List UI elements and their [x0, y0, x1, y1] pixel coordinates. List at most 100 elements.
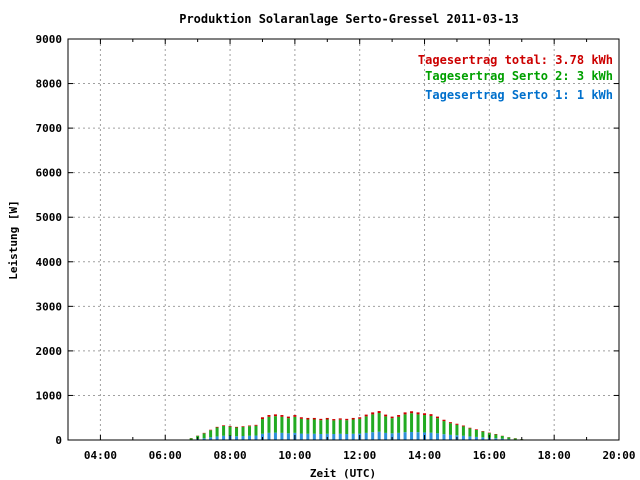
bar-serto2 — [248, 426, 252, 436]
bar-total — [222, 425, 226, 426]
x-tick-label: 20:00 — [602, 449, 635, 462]
bar-serto2 — [364, 416, 368, 433]
legend-label-total: Tagesertrag total: — [418, 53, 548, 67]
bar-serto1 — [319, 433, 323, 440]
bar-serto2 — [416, 414, 420, 433]
bars — [189, 411, 524, 440]
bar-serto1 — [286, 433, 290, 440]
y-tick-labels: 0 1000 2000 3000 4000 5000 6000 7000 8000 9000 — [36, 33, 63, 447]
bar-serto2 — [442, 421, 446, 435]
bar-serto1 — [299, 433, 303, 440]
bar-serto2 — [215, 427, 219, 437]
bar-total — [280, 415, 284, 417]
bar-serto1 — [442, 434, 446, 440]
bar-serto2 — [351, 419, 355, 434]
bar-total — [429, 414, 433, 416]
tick-marks — [67, 38, 620, 441]
bar-serto1 — [390, 433, 394, 440]
bar-serto1 — [254, 435, 258, 440]
bar-serto2 — [513, 438, 517, 440]
bar-serto1 — [338, 433, 342, 440]
y-tick-label: 0 — [55, 434, 62, 447]
legend-entry-serto1: Tagesertrag Serto 1: 1 kWh — [425, 88, 613, 102]
bar-serto1 — [351, 433, 355, 440]
bar-serto2 — [345, 420, 349, 434]
bar-serto1 — [280, 432, 284, 440]
bar-serto1 — [364, 432, 368, 440]
bar-serto2 — [293, 416, 297, 433]
bar-serto2 — [319, 420, 323, 434]
bar-serto2 — [235, 427, 239, 437]
chart-title: Produktion Solaranlage Serto-Gressel 201… — [179, 12, 519, 26]
bar-serto2 — [202, 433, 206, 439]
y-tick-label: 4000 — [36, 256, 63, 269]
bar-total — [260, 417, 264, 420]
bar-serto1 — [209, 437, 213, 440]
y-tick-label: 5000 — [36, 211, 63, 224]
bar-serto1 — [306, 433, 310, 440]
bar-total — [377, 411, 381, 414]
bar-total — [325, 417, 329, 420]
y-tick-label: 6000 — [36, 167, 63, 180]
bar-total — [351, 417, 355, 420]
bar-serto1 — [429, 432, 433, 440]
bar-total — [286, 416, 290, 419]
bar-total — [416, 412, 420, 415]
bar-serto1 — [215, 436, 219, 440]
bar-total — [384, 414, 388, 417]
bar-total — [235, 426, 239, 428]
bar-total — [345, 418, 349, 421]
bar-serto1 — [267, 432, 271, 440]
x-tick-label: 08:00 — [213, 449, 246, 462]
bar-serto2 — [273, 416, 277, 433]
bar-total — [319, 418, 323, 421]
bar-serto2 — [267, 416, 271, 433]
bar-serto1 — [332, 433, 336, 440]
bar-total — [338, 418, 342, 420]
bar-serto2 — [397, 416, 401, 433]
bar-serto1 — [410, 431, 414, 440]
bar-serto1 — [325, 433, 329, 440]
y-tick-label: 9000 — [36, 33, 63, 46]
bar-total — [358, 417, 362, 419]
bar-serto1 — [416, 432, 420, 440]
legend-entry-total: Tagesertrag total: 3.78 kWh — [418, 53, 613, 67]
bar-serto2 — [222, 425, 226, 436]
bar-serto2 — [461, 426, 465, 436]
legend-value-serto1: 1 kWh — [577, 88, 613, 102]
bar-total — [468, 427, 472, 429]
bar-total — [273, 414, 277, 417]
x-tick-labels: 04:00 06:00 08:00 10:00 12:00 14:00 16:00 18:00… — [84, 449, 636, 462]
bar-serto2 — [500, 435, 504, 439]
bar-serto2 — [410, 413, 414, 432]
bar-serto2 — [286, 418, 290, 434]
bar-serto2 — [448, 423, 452, 435]
bar-total — [312, 417, 316, 420]
y-tick-label: 7000 — [36, 122, 63, 135]
bar-total — [397, 415, 401, 417]
bar-serto2 — [241, 426, 245, 436]
bar-serto2 — [189, 438, 193, 440]
bar-serto2 — [377, 413, 381, 432]
bar-total — [293, 415, 297, 417]
bar-serto2 — [390, 418, 394, 434]
bar-serto2 — [384, 416, 388, 433]
bar-total — [455, 423, 459, 425]
bar-serto2 — [254, 425, 258, 436]
y-tick-label: 3000 — [36, 300, 63, 313]
bar-serto2 — [260, 419, 264, 434]
bar-serto1 — [241, 435, 245, 440]
x-tick-label: 04:00 — [84, 449, 117, 462]
bar-serto2 — [371, 414, 375, 433]
y-tick-label: 2000 — [36, 345, 63, 358]
bar-serto2 — [494, 434, 498, 439]
bar-serto1 — [435, 433, 439, 440]
bar-serto1 — [377, 431, 381, 440]
bar-serto2 — [455, 424, 459, 436]
bar-serto2 — [358, 418, 362, 434]
bar-serto2 — [299, 418, 303, 434]
bar-total — [390, 416, 394, 419]
bar-serto2 — [332, 420, 336, 434]
x-tick-label: 16:00 — [473, 449, 506, 462]
bar-serto1 — [500, 438, 504, 440]
